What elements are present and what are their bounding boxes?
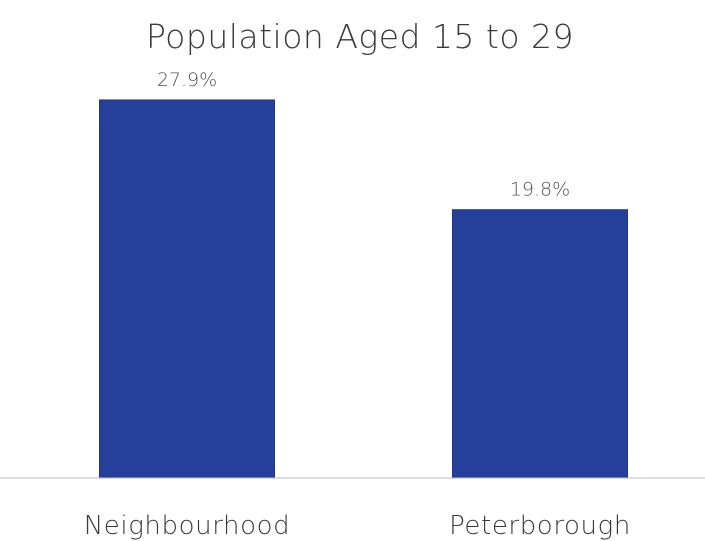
chart-title: Population Aged 15 to 29 (146, 17, 574, 56)
category-label-peterborough: Peterborough (449, 511, 631, 541)
labels-layer: 27.9% Neighbourhood 19.8% Peterborough (84, 69, 631, 541)
bar-peterborough (452, 209, 628, 479)
bars-layer (99, 99, 628, 479)
category-label-neighbourhood: Neighbourhood (84, 511, 290, 541)
value-label-neighbourhood: 27.9% (157, 69, 217, 91)
value-label-peterborough: 19.8% (510, 179, 570, 201)
bar-neighbourhood (99, 99, 275, 479)
